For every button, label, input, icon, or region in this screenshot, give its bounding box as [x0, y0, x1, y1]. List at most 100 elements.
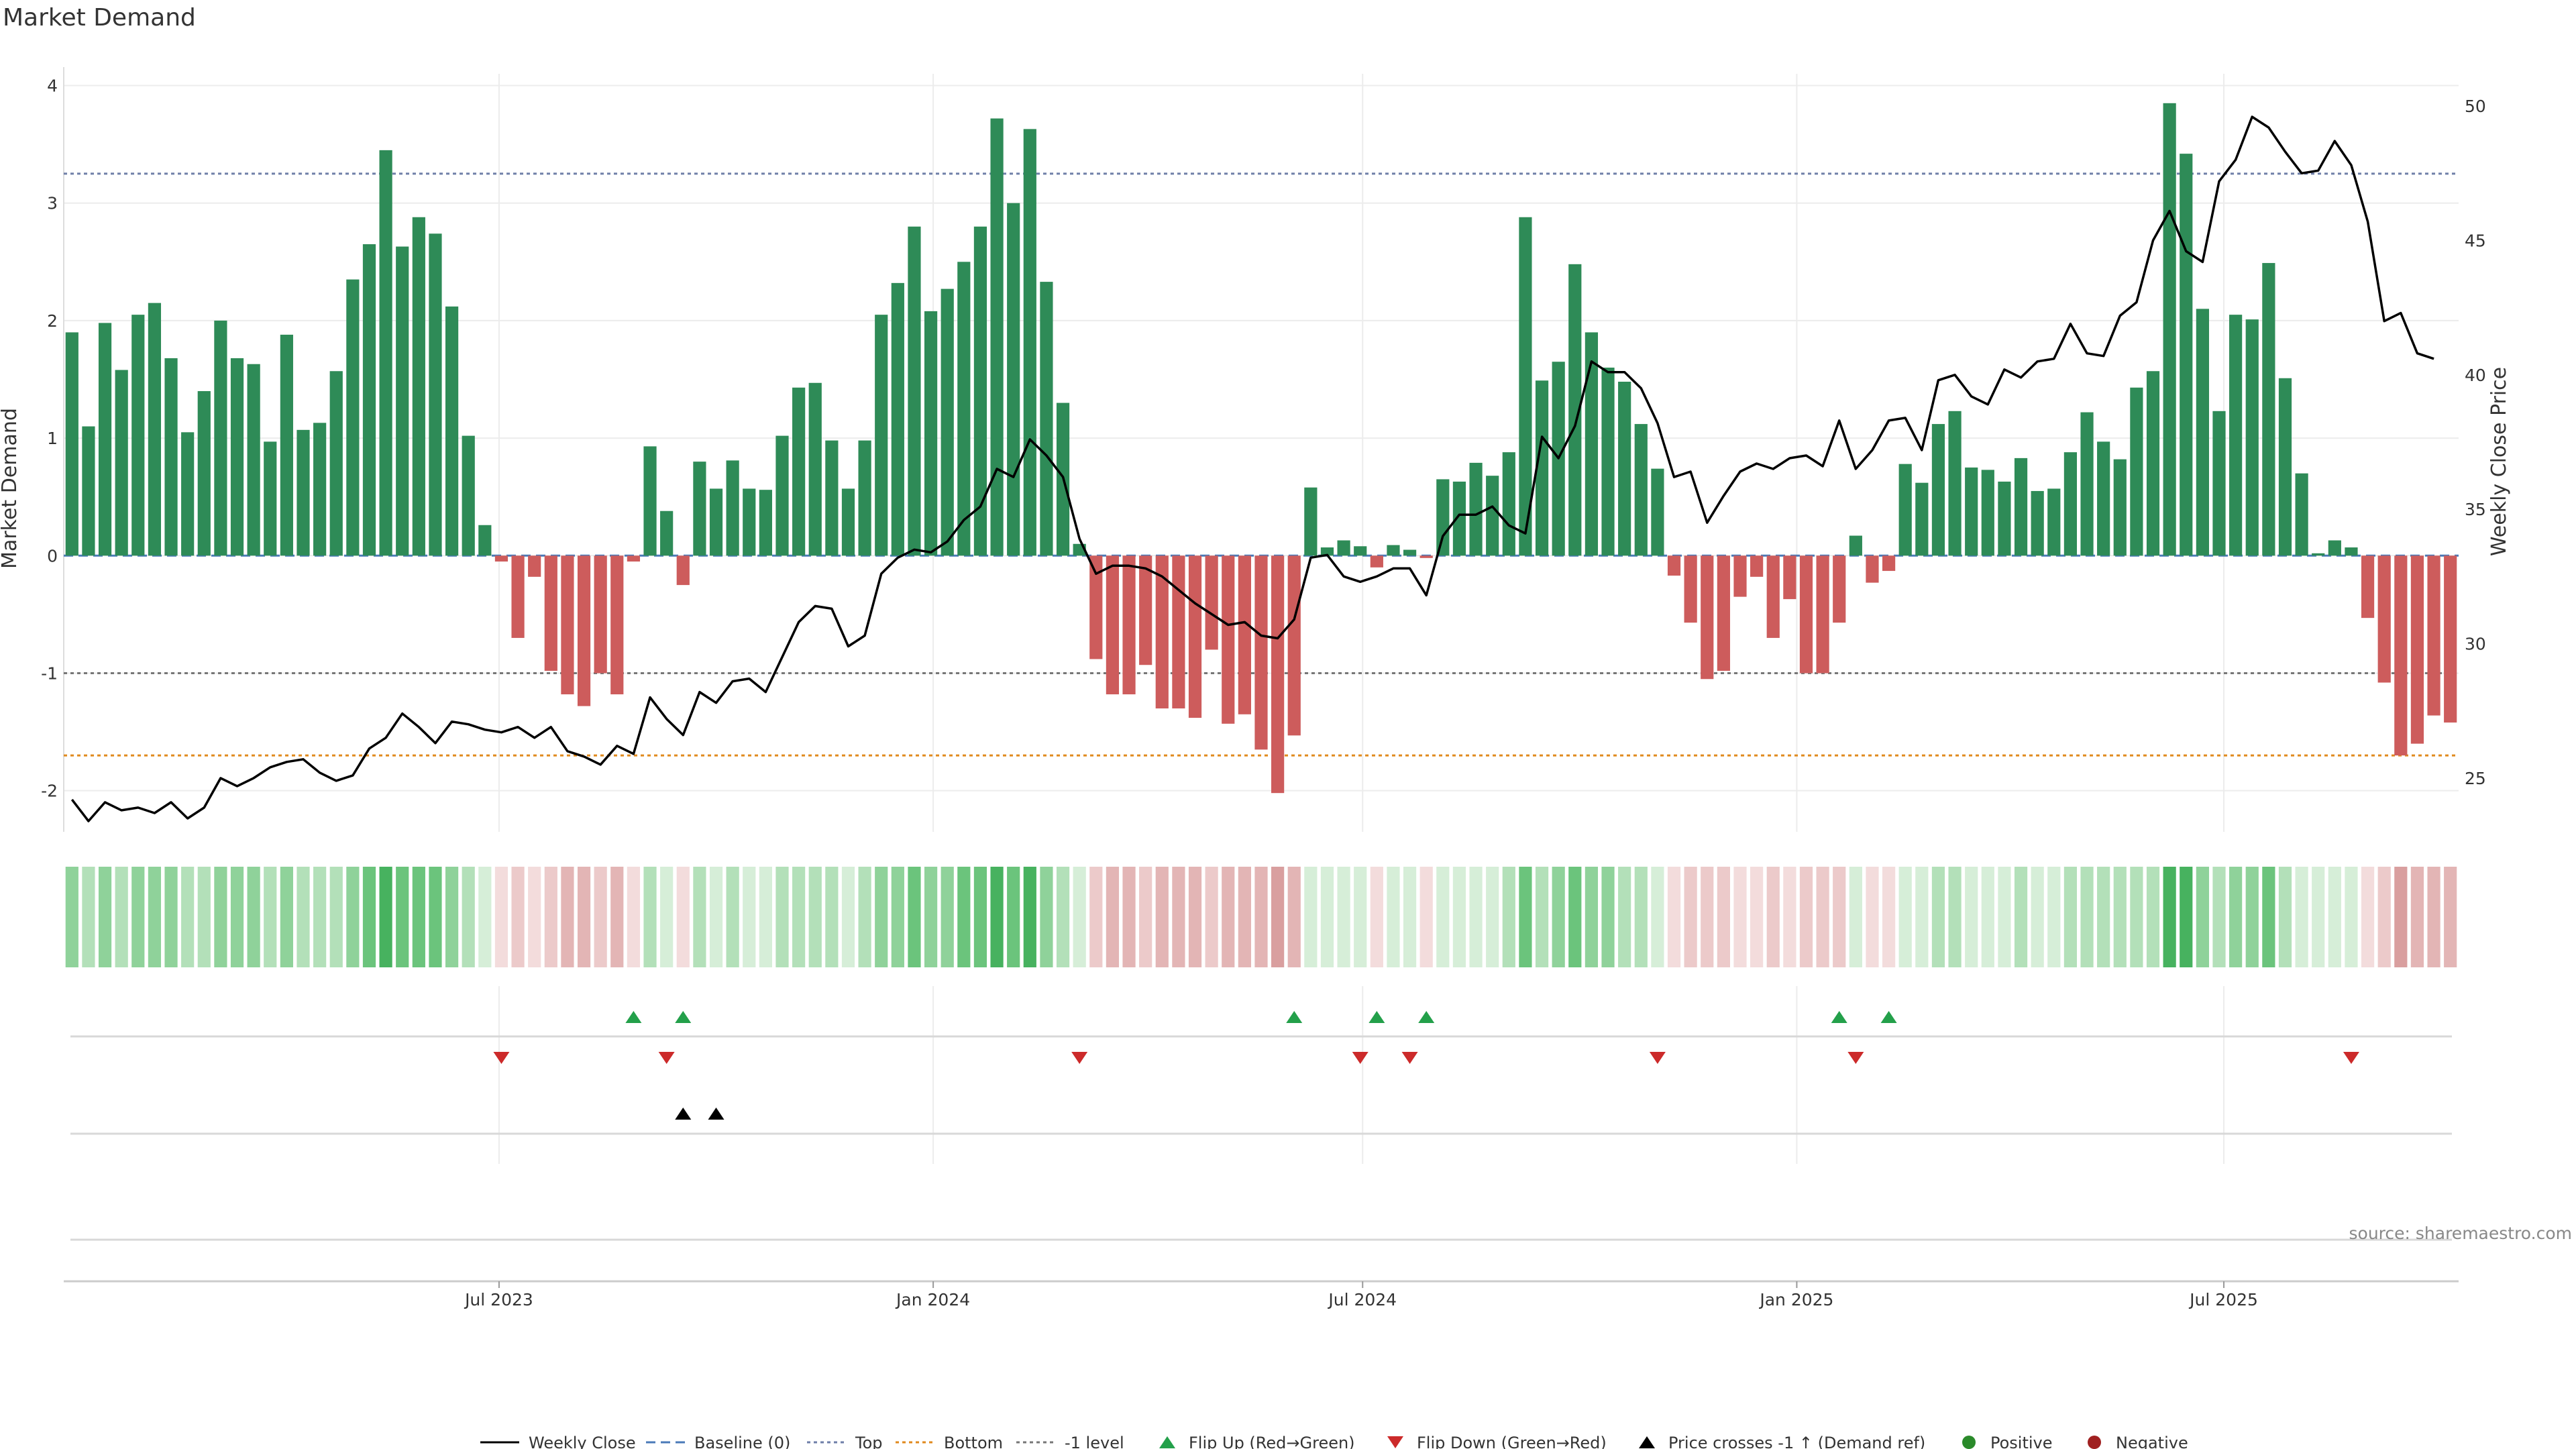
demand-bar — [1139, 555, 1152, 665]
strip-cell — [528, 867, 541, 967]
strip-cell — [329, 867, 343, 967]
demand-bar — [1254, 555, 1268, 750]
demand-heat-strip — [65, 867, 2457, 967]
demand-bar — [561, 555, 574, 695]
strip-cell — [1717, 867, 1730, 967]
demand-bar — [1122, 555, 1136, 695]
demand-bar — [1370, 555, 1383, 568]
strip-cell — [346, 867, 360, 967]
demand-bar — [2312, 553, 2325, 556]
demand-bar — [1618, 382, 1631, 556]
strip-cell — [115, 867, 128, 967]
demand-bar — [2410, 555, 2424, 744]
legend-label: Flip Up (Red→Green) — [1189, 1434, 1355, 1449]
demand-bar — [1452, 481, 1466, 556]
demand-bar — [197, 391, 211, 556]
demand-bar — [1634, 424, 1648, 556]
demand-bar — [1287, 555, 1301, 736]
demand-bar — [115, 370, 128, 556]
legend-label: -1 level — [1065, 1434, 1124, 1449]
right-tick-label: 30 — [2465, 635, 2486, 654]
flip-markers-panel — [70, 1011, 2452, 1064]
strip-cell — [1965, 867, 1978, 967]
strip-cell — [429, 867, 442, 967]
strip-cell — [1238, 867, 1251, 967]
strip-cell — [561, 867, 574, 967]
flip-down-marker — [1847, 1052, 1864, 1064]
flip-down-marker — [1649, 1052, 1666, 1064]
demand-bar — [131, 315, 145, 556]
strip-cell — [1106, 867, 1120, 967]
left-tick-label: -2 — [41, 782, 58, 801]
strip-cell — [1733, 867, 1747, 967]
strip-cell — [2410, 867, 2424, 967]
strip-cell — [1651, 867, 1664, 967]
strip-cell — [1222, 867, 1235, 967]
legend-swatch — [1639, 1436, 1655, 1448]
demand-bar — [1766, 555, 1780, 638]
demand-bar — [643, 446, 657, 556]
source-note: source: sharemaestro.com — [2349, 1224, 2573, 1243]
demand-bar — [1320, 547, 1334, 556]
demand-bar — [1651, 468, 1664, 556]
demand-bar — [1882, 555, 1896, 572]
strip-cell — [1419, 867, 1433, 967]
demand-bar — [297, 429, 310, 556]
strip-cell — [1535, 867, 1549, 967]
strip-cell — [2361, 867, 2375, 967]
demand-bar — [1387, 545, 1400, 556]
demand-bar — [2278, 378, 2292, 556]
strip-cell — [1519, 867, 1532, 967]
price-cross-marker — [675, 1108, 692, 1120]
legend: Weekly Close Baseline (0) Top Bottom -1 leve… — [480, 1434, 2188, 1449]
demand-bar — [1799, 555, 1813, 674]
demand-bar — [924, 311, 938, 556]
strip-cell — [313, 867, 327, 967]
demand-bar — [858, 440, 871, 556]
demand-bar — [1172, 555, 1185, 709]
demand-bar — [313, 423, 327, 556]
demand-bar — [2229, 315, 2243, 556]
strip-cell — [2427, 867, 2440, 967]
strip-cell — [924, 867, 938, 967]
strip-cell — [131, 867, 145, 967]
strip-cell — [759, 867, 772, 967]
demand-bar — [1007, 203, 1020, 556]
strip-cell — [264, 867, 277, 967]
price-cross-panel — [70, 1108, 2452, 1135]
strip-cell — [2444, 867, 2457, 967]
demand-bar — [329, 371, 343, 556]
strip-cell — [2312, 867, 2325, 967]
strip-cell — [2377, 867, 2391, 967]
strip-cell — [396, 867, 409, 967]
strip-cell — [808, 867, 822, 967]
demand-bar — [445, 306, 459, 556]
demand-bar — [808, 382, 822, 556]
demand-bar — [1354, 546, 1367, 556]
x-tick-label: Jul 2023 — [464, 1290, 533, 1309]
left-axis-ticks: -2 -1 0 1 2 3 4 — [41, 76, 58, 801]
strip-cell — [1007, 867, 1020, 967]
demand-bar — [264, 441, 277, 556]
demand-bar — [2245, 319, 2259, 556]
demand-bar — [1040, 282, 1053, 556]
strip-cell — [379, 867, 392, 967]
strip-cell — [775, 867, 789, 967]
demand-bar — [2444, 555, 2457, 723]
demand-bar — [1931, 424, 1945, 556]
strip-cell — [1287, 867, 1301, 967]
strip-cell — [247, 867, 260, 967]
demand-bar — [214, 320, 227, 556]
demand-bar — [891, 282, 904, 556]
legend-swatch — [1159, 1436, 1175, 1448]
legend-label: Bottom — [944, 1434, 1003, 1449]
demand-bar — [1833, 555, 1846, 623]
strip-cell — [1469, 867, 1483, 967]
strip-cell — [1998, 867, 2011, 967]
left-tick-label: 4 — [47, 76, 58, 96]
demand-bar — [1701, 555, 1714, 680]
demand-bar — [2163, 103, 2176, 556]
x-tick-label: Jul 2024 — [1327, 1290, 1397, 1309]
demand-bar — [82, 426, 95, 556]
demand-bar — [775, 435, 789, 556]
